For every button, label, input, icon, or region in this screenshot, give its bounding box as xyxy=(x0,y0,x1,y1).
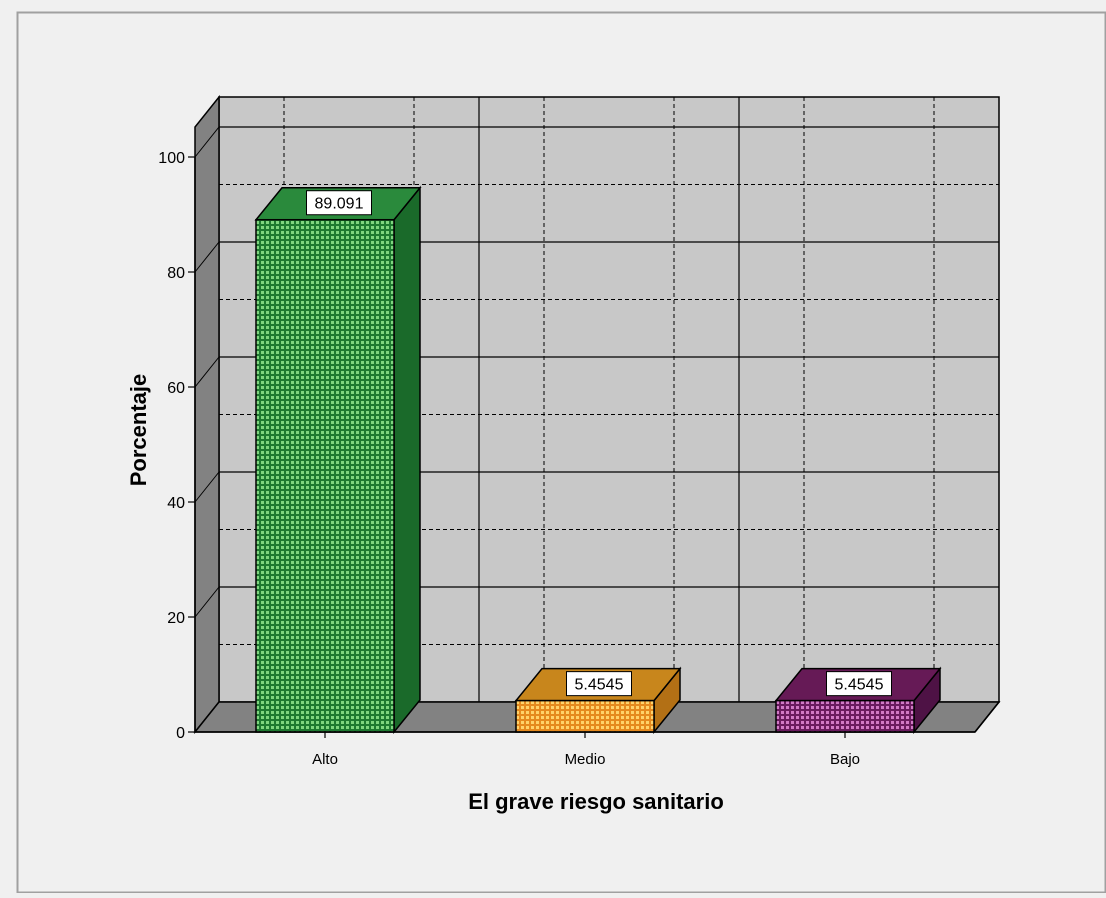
bar-front xyxy=(515,699,655,733)
y-tick-label: 0 xyxy=(176,725,185,742)
gridline-wall xyxy=(194,471,220,503)
x-tick-label: Alto xyxy=(312,751,338,768)
data-label: 89.091 xyxy=(315,196,364,213)
y-tick-label: 40 xyxy=(167,495,185,512)
y-tick-label: 100 xyxy=(158,150,185,167)
bar-front xyxy=(775,699,915,733)
gridline-wall xyxy=(194,356,220,388)
y-tick-label: 20 xyxy=(167,610,185,627)
data-label-box xyxy=(566,671,632,697)
bar-side xyxy=(393,185,421,735)
gridline-wall xyxy=(194,241,220,273)
y-tick-label: 80 xyxy=(167,265,185,282)
y-tick-label: 60 xyxy=(167,380,185,397)
x-tick-label: Medio xyxy=(565,751,606,768)
gridline-wall xyxy=(194,126,220,158)
data-label-box xyxy=(306,190,372,216)
bar-medio: 5.4545 xyxy=(514,666,682,735)
data-label: 5.4545 xyxy=(835,677,884,694)
bar-bajo: 5.4545 xyxy=(774,666,942,735)
data-label: 5.4545 xyxy=(575,677,624,694)
bar-alto: 89.091 xyxy=(254,185,422,735)
floor-edge xyxy=(974,701,1000,733)
plot-left-wall xyxy=(194,94,220,735)
y-axis-label: Porcentaje xyxy=(126,374,151,487)
bar-front xyxy=(255,218,395,733)
x-axis-label: El grave riesgo sanitario xyxy=(468,789,724,814)
data-label-box xyxy=(826,671,892,697)
x-tick-label: Bajo xyxy=(830,751,860,768)
gridline-wall xyxy=(194,586,220,618)
